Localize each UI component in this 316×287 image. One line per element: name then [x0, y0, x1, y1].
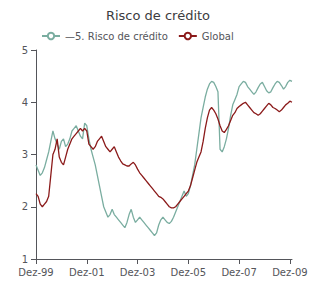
svg-text:3: 3	[22, 149, 28, 160]
svg-text:—5. Risco de crédito: —5. Risco de crédito	[65, 31, 168, 42]
svg-text:4: 4	[22, 97, 28, 108]
svg-text:Dez-99: Dez-99	[18, 267, 53, 278]
svg-text:2: 2	[22, 201, 28, 212]
svg-text:Global: Global	[202, 31, 234, 42]
svg-text:Dez-07: Dez-07	[221, 267, 256, 278]
svg-text:Dez-01: Dez-01	[69, 267, 104, 278]
svg-text:5: 5	[22, 45, 28, 56]
svg-text:Dez-05: Dez-05	[171, 267, 206, 278]
svg-text:Dez-03: Dez-03	[120, 267, 155, 278]
svg-text:Risco de crédito: Risco de crédito	[106, 8, 210, 23]
svg-text:Dez-09: Dez-09	[272, 267, 307, 278]
svg-text:1: 1	[22, 254, 28, 265]
